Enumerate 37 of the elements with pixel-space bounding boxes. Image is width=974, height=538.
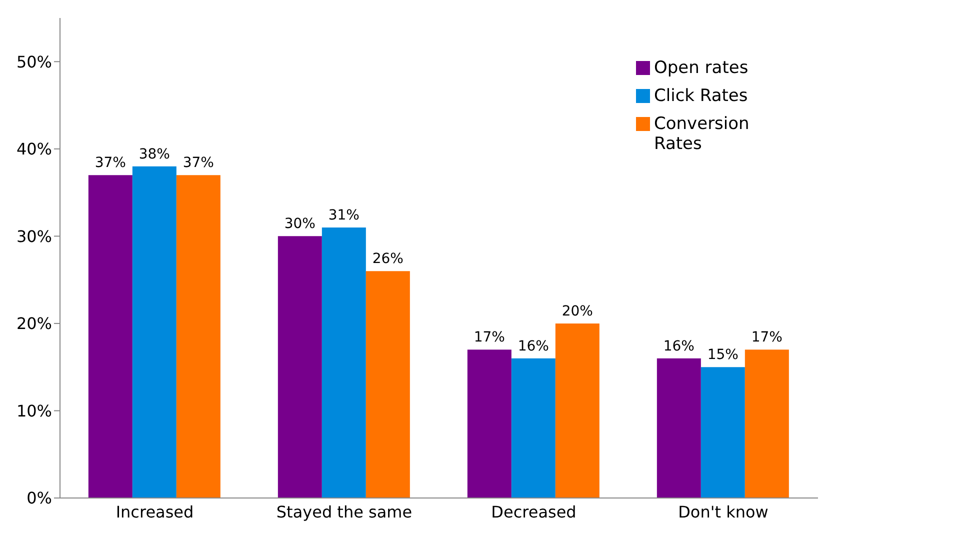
bar	[511, 358, 556, 498]
data-label: 38%	[138, 146, 170, 162]
x-tick-label: Stayed the same	[276, 502, 412, 522]
data-label: 16%	[518, 338, 549, 354]
data-label: 26%	[372, 251, 404, 268]
bar	[555, 323, 600, 498]
bar	[132, 166, 176, 498]
bar	[467, 350, 512, 498]
data-label: 31%	[328, 207, 360, 224]
x-tick-label: Increased	[116, 502, 194, 522]
data-label: 20%	[562, 303, 593, 320]
y-tick-label: 0%	[26, 488, 52, 508]
bar	[656, 358, 701, 498]
data-label: 30%	[284, 216, 316, 232]
data-label: 37%	[94, 155, 126, 172]
bar	[744, 350, 789, 498]
bar	[366, 271, 410, 498]
bar	[176, 175, 220, 498]
bar	[700, 367, 745, 498]
bar	[278, 236, 322, 498]
data-label: 17%	[474, 330, 505, 346]
x-tick-label: Decreased	[491, 502, 576, 522]
data-label: 16%	[663, 338, 694, 354]
y-tick-label: 30%	[16, 226, 52, 246]
y-tick-label: 50%	[16, 52, 52, 72]
y-tick-label: 10%	[16, 401, 52, 420]
y-tick-label: 20%	[16, 314, 52, 334]
legend-label: Conversion Rates	[654, 114, 750, 154]
x-tick-label: Don't know	[678, 502, 768, 522]
bar	[322, 227, 366, 498]
data-label: 17%	[751, 330, 782, 346]
y-tick-label: 40%	[16, 140, 52, 159]
data-label: 15%	[707, 347, 738, 364]
legend-label: Open rates	[654, 58, 750, 78]
data-label: 37%	[182, 155, 214, 172]
bar	[88, 175, 132, 498]
legend-label: Click Rates	[654, 86, 749, 106]
